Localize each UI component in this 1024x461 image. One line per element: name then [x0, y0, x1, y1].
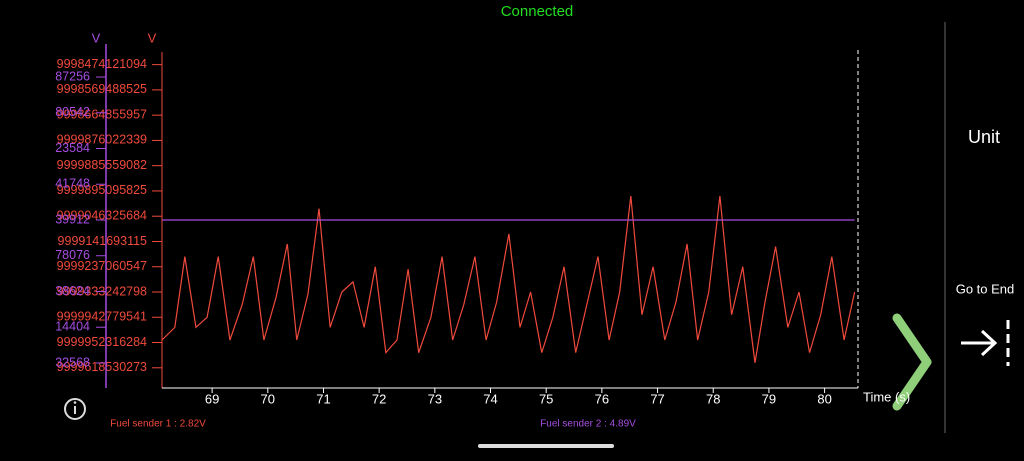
series-line [161, 195, 856, 363]
axis-labels: 9998474121094 9998569488525 9998664855957 9… [55, 57, 147, 374]
y2-tick-label: 39912 [55, 212, 90, 226]
x-axis-label: Time (s) [863, 389, 910, 404]
y2-tick-label: 32568 [55, 355, 90, 369]
info-button[interactable] [64, 398, 86, 420]
y-tick-label: 9999141693115 [58, 234, 147, 248]
y2-tick-label: 23584 [55, 141, 90, 155]
y-tick-label: 9998569488525 [57, 82, 147, 96]
go-to-end-label[interactable]: Go to End [956, 281, 1015, 296]
y-tick-label: 9999942779541 [57, 310, 147, 324]
y2-tick-label: 80542 [55, 105, 90, 119]
y2-tick-label: 38624 [55, 284, 90, 298]
next-chevron[interactable] [892, 313, 932, 411]
x-tick-label: 73 [428, 391, 442, 406]
x-tick-label: 70 [261, 391, 275, 406]
y-tick-label: 9999237060547 [57, 259, 147, 273]
y-tick-label: 9999876022339 [57, 133, 147, 147]
x-tick-label: 78 [706, 391, 720, 406]
legend-entry: Fuel sender 2 : 4.89V [540, 419, 636, 430]
x-tick-label: 80 [817, 391, 831, 406]
y-tick-label: 9999895095825 [57, 183, 147, 197]
unit-button[interactable]: Unit [968, 127, 1000, 147]
connection-status: Connected [501, 3, 574, 20]
y-tick-label: 9999952316284 [57, 335, 147, 349]
y2-tick-label: 87256 [55, 69, 90, 83]
y2-tick-label: 14404 [55, 320, 90, 334]
x-tick-label: 69 [205, 391, 219, 406]
y2-tick-label: 41748 [55, 177, 90, 191]
x-tick-label: 75 [539, 391, 553, 406]
y2-tick-label: 78076 [55, 248, 90, 262]
x-tick-label: 74 [483, 391, 497, 406]
y-tick-label: 9999046325684 [57, 209, 147, 223]
y-tick-label: 9998474121094 [57, 57, 147, 71]
x-tick-label: 79 [762, 391, 776, 406]
y-tick-label: 9999618530273 [57, 360, 147, 374]
y-axis-unit: V [148, 30, 157, 45]
y-tick-label: 9998664855957 [57, 107, 147, 121]
x-tick-label: 71 [316, 391, 330, 406]
x-tick-label: 76 [595, 391, 609, 406]
go-to-end-icon[interactable] [961, 320, 1010, 366]
legend-entry: Fuel sender 1 : 2.82V [110, 419, 206, 430]
y-tick-label: 9999885559082 [57, 158, 147, 172]
x-tick-label: 77 [650, 391, 664, 406]
home-indicator [478, 444, 614, 448]
x-tick-label: 72 [372, 391, 386, 406]
y2-axis-unit: V [92, 30, 101, 45]
